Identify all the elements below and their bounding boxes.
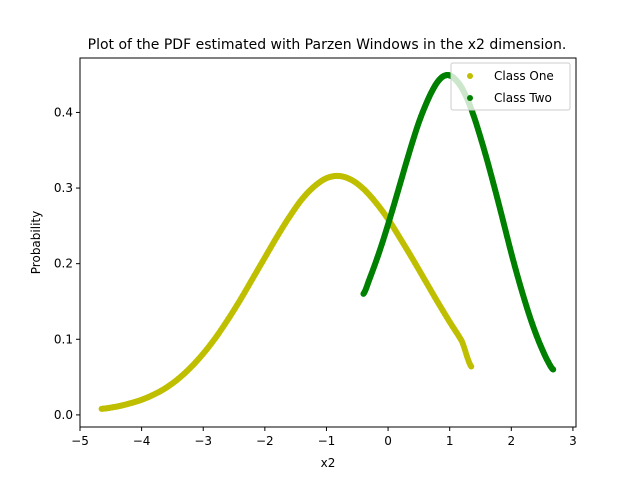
x-tick-label: −5	[71, 434, 89, 448]
plot-series	[98, 72, 557, 412]
x-tick-label: 2	[507, 434, 515, 448]
legend-label: Class Two	[494, 91, 552, 105]
legend-entry: Class Two	[467, 91, 552, 105]
x-tick-label: 0	[384, 434, 392, 448]
series-1	[98, 172, 475, 412]
legend-entry: Class One	[467, 69, 554, 83]
y-tick-label: 0.0	[54, 408, 73, 422]
x-tick-label: −4	[133, 434, 151, 448]
x-tick-label: 3	[569, 434, 577, 448]
x-tick-label: −1	[318, 434, 336, 448]
legend-marker	[467, 73, 473, 79]
legend-marker	[467, 95, 473, 101]
x-axis-ticks: −5 −4 −3 −2 −1 0 1 2 3	[71, 427, 577, 448]
y-tick-label: 0.4	[54, 105, 73, 119]
x-tick-label: −2	[256, 434, 274, 448]
x-axis-label: x2	[321, 456, 336, 470]
x-tick-label: 1	[446, 434, 454, 448]
x-tick-label: −3	[194, 434, 212, 448]
y-tick-label: 0.2	[54, 257, 73, 271]
data-point	[550, 366, 557, 373]
y-axis-label: Probability	[29, 211, 43, 274]
series-2	[360, 72, 557, 373]
y-axis-ticks: 0.0 0.1 0.2 0.3 0.4	[54, 105, 80, 422]
axes-frame	[79, 57, 577, 428]
legend-box	[450, 62, 571, 111]
y-tick-label: 0.1	[54, 332, 73, 346]
y-tick-label: 0.3	[54, 181, 73, 195]
data-point	[468, 363, 475, 370]
chart-title: Plot of the PDF estimated with Parzen Wi…	[88, 37, 567, 53]
legend-label: Class One	[494, 69, 554, 83]
legend: Class One Class Two	[450, 62, 571, 111]
